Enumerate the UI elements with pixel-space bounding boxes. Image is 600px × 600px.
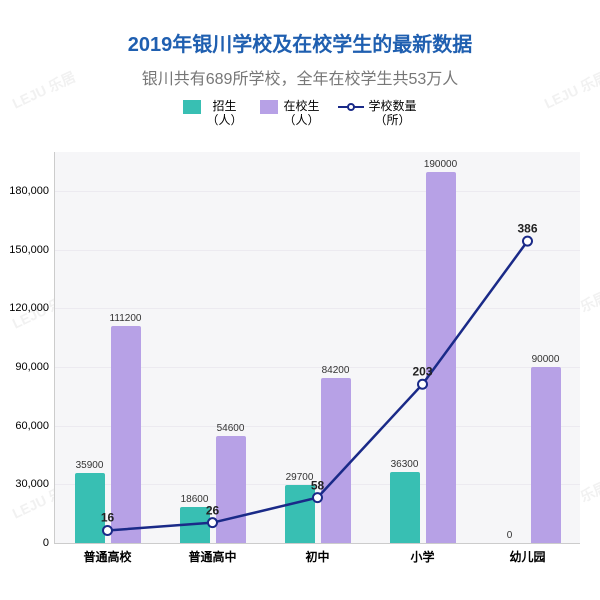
y-axis-label: 30,000 [3,478,49,490]
line-point-label: 203 [412,365,432,379]
page-subtitle: 银川共有689所学校，全年在校学生共53万人 [0,65,600,89]
x-axis-label: 幼儿园 [509,548,545,565]
y-axis-label: 180,000 [3,185,49,197]
x-axis-label: 普通高中 [188,548,236,565]
x-axis-label: 普通高校 [83,548,131,565]
legend-label: 学校数量（所） [369,99,417,128]
legend-item: 在校生（人） [260,99,319,128]
line-point-label: 386 [517,222,537,236]
legend-line-swatch [338,100,364,114]
legend-swatch [260,100,278,114]
legend-swatch [183,100,201,114]
y-axis-label: 0 [3,537,49,549]
legend: 招生（人） 在校生（人） 学校数量（所） [0,99,600,128]
y-axis-label: 60,000 [3,420,49,432]
chart-area: 030,00060,00090,000120,000150,000180,000… [54,152,580,544]
page-title: 2019年银川学校及在校学生的最新数据 [0,0,600,57]
y-axis-label: 120,000 [3,302,49,314]
y-axis-label: 150,000 [3,244,49,256]
legend-item: 招生（人） [183,99,242,128]
line-point-label: 58 [311,478,324,492]
legend-item: 学校数量（所） [338,99,417,128]
x-axis-label: 小学 [410,548,434,565]
legend-label: 在校生（人） [283,99,319,128]
line-point-label: 26 [206,503,219,517]
y-axis-label: 90,000 [3,361,49,373]
legend-label: 招生（人） [206,99,242,128]
x-axis-label: 初中 [305,548,329,565]
line-point-label: 16 [101,511,114,525]
